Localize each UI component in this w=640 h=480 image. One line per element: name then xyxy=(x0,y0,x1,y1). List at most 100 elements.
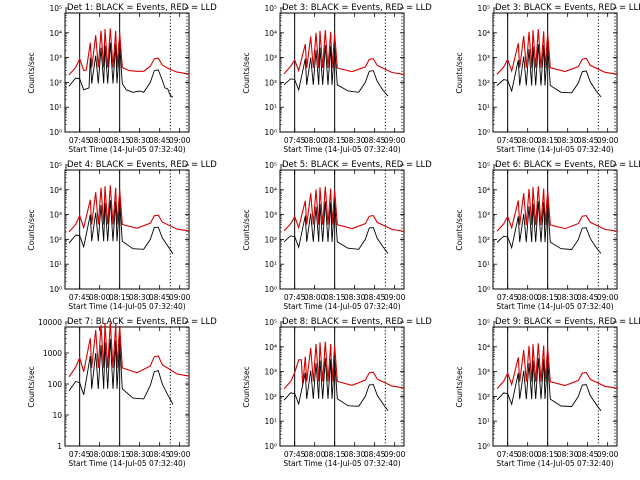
y-tick-label: 10¹ xyxy=(477,260,490,269)
x-axis-label: Start Time (14-Jul-05 07:32:40) xyxy=(68,302,185,311)
chart-panel-8: Det 8: BLACK = Events, RED = LLD 10⁰ 10¹ 10… xyxy=(242,317,432,468)
y-tick-label: 10³ xyxy=(49,211,62,220)
plot-frame xyxy=(279,326,405,447)
x-tick-label: 08:45 xyxy=(149,293,171,302)
x-tick-label: 08:15 xyxy=(324,450,346,459)
y-tick-label: 10⁵ xyxy=(49,4,62,13)
x-tick-label: 08:30 xyxy=(557,136,579,145)
chart-title: Det 5: BLACK = Events, RED = LLD xyxy=(282,160,432,170)
y-tick-label: 10⁰ xyxy=(477,442,490,451)
chart-title: Det 6: BLACK = Events, RED = LLD xyxy=(495,160,640,170)
series-line-events xyxy=(68,42,174,98)
x-tick-label: 07:45 xyxy=(497,136,519,145)
x-tick-label: 08:45 xyxy=(149,136,171,145)
series-line-events xyxy=(68,339,174,405)
y-tick-label: 10¹ xyxy=(477,103,490,112)
x-tick-label: 08:00 xyxy=(304,136,326,145)
y-axis-label: Counts/sec xyxy=(455,366,464,407)
y-tick-label: 10⁵ xyxy=(477,161,490,170)
y-tick-label: 10⁵ xyxy=(264,4,277,13)
y-axis-label: Counts/sec xyxy=(242,52,251,93)
y-tick-label: 10¹ xyxy=(264,260,277,269)
y-tick-label: 10³ xyxy=(477,211,490,220)
y-tick-label: 10¹ xyxy=(49,103,62,112)
series-line-lld xyxy=(496,186,618,232)
x-tick-label: 08:45 xyxy=(364,450,386,459)
plot-frame xyxy=(492,169,618,290)
chart-panel-7: Det 7: BLACK = Events, RED = LLD 1 10 100 10… xyxy=(27,317,217,468)
x-tick-label: 09:00 xyxy=(384,136,406,145)
x-tick-label: 08:00 xyxy=(517,293,539,302)
y-tick-label: 10² xyxy=(477,235,490,244)
x-tick-label: 07:45 xyxy=(284,293,306,302)
y-tick-label: 10¹ xyxy=(264,417,277,426)
y-axis-label: Counts/sec xyxy=(27,52,36,93)
x-tick-label: 08:30 xyxy=(557,450,579,459)
chart-panel-9: Det 9: BLACK = Events, RED = LLD 10⁰ 10¹ 10… xyxy=(455,317,640,468)
y-tick-label: 10⁴ xyxy=(264,29,277,38)
x-tick-label: 09:00 xyxy=(597,450,619,459)
series-line-events xyxy=(283,201,389,254)
x-tick-label: 08:00 xyxy=(304,450,326,459)
x-axis-label: Start Time (14-Jul-05 07:32:40) xyxy=(496,302,613,311)
series-line-lld xyxy=(283,186,405,232)
plot-frame xyxy=(64,169,190,290)
y-tick-label: 10⁰ xyxy=(264,285,277,294)
y-tick-label: 10³ xyxy=(49,54,62,63)
series-line-events xyxy=(283,358,389,412)
x-tick-label: 08:15 xyxy=(109,293,131,302)
chart-title: Det 8: BLACK = Events, RED = LLD xyxy=(282,317,432,327)
y-tick-label: 1000 xyxy=(43,349,62,358)
plot-frame xyxy=(279,12,405,133)
y-tick-label: 10¹ xyxy=(264,103,277,112)
y-axis-label: Counts/sec xyxy=(27,366,36,407)
x-tick-label: 08:30 xyxy=(129,293,151,302)
series-line-events xyxy=(68,200,174,255)
x-tick-label: 08:45 xyxy=(149,450,171,459)
y-tick-label: 10⁴ xyxy=(264,186,277,195)
chart-panel-5: Det 5: BLACK = Events, RED = LLD 10⁰ 10¹ 10… xyxy=(242,160,432,311)
chart-title: Det 4: BLACK = Events, RED = LLD xyxy=(67,160,217,170)
y-tick-label: 10⁴ xyxy=(264,343,277,352)
chart-title: Det 1: BLACK = Events, RED = LLD xyxy=(67,3,217,13)
y-tick-label: 10000 xyxy=(38,318,62,327)
x-axis-label: Start Time (14-Jul-05 07:32:40) xyxy=(496,145,613,154)
series-line-lld xyxy=(496,29,618,75)
plot-frame xyxy=(64,12,190,133)
y-tick-label: 10 xyxy=(52,411,62,420)
x-tick-label: 08:30 xyxy=(557,293,579,302)
x-tick-label: 08:30 xyxy=(344,136,366,145)
x-axis-label: Start Time (14-Jul-05 07:32:40) xyxy=(283,459,400,468)
x-tick-label: 08:15 xyxy=(324,293,346,302)
x-tick-label: 09:00 xyxy=(384,450,406,459)
y-tick-label: 10⁴ xyxy=(49,186,62,195)
y-tick-label: 10⁵ xyxy=(264,161,277,170)
x-tick-label: 08:00 xyxy=(89,136,111,145)
chart-panel-2: Det 3: BLACK = Events, RED = LLD 10⁰ 10¹ 10… xyxy=(242,3,432,154)
x-tick-label: 07:45 xyxy=(284,136,306,145)
x-tick-label: 08:15 xyxy=(109,450,131,459)
series-line-events xyxy=(496,201,602,254)
x-axis-label: Start Time (14-Jul-05 07:32:40) xyxy=(283,302,400,311)
x-tick-label: 08:45 xyxy=(577,293,599,302)
x-axis-label: Start Time (14-Jul-05 07:32:40) xyxy=(283,145,400,154)
y-tick-label: 10⁴ xyxy=(49,29,62,38)
y-tick-label: 10⁰ xyxy=(477,128,490,137)
y-tick-label: 10² xyxy=(477,392,490,401)
y-tick-label: 10⁰ xyxy=(49,285,62,294)
y-tick-label: 10³ xyxy=(264,54,277,63)
chart-panel-6: Det 6: BLACK = Events, RED = LLD 10⁰ 10¹ 10… xyxy=(455,160,640,311)
y-tick-label: 10⁴ xyxy=(477,186,490,195)
y-tick-label: 10⁰ xyxy=(477,285,490,294)
series-line-lld xyxy=(496,343,618,390)
y-tick-label: 10² xyxy=(477,78,490,87)
plot-frame xyxy=(64,326,190,447)
chart-panel-1: Det 1: BLACK = Events, RED = LLD 10⁰ 10¹ 10… xyxy=(27,3,217,154)
y-axis-label: Counts/sec xyxy=(455,209,464,250)
x-tick-label: 08:45 xyxy=(577,136,599,145)
plot-frame xyxy=(492,326,618,447)
y-tick-label: 10² xyxy=(264,78,277,87)
x-tick-label: 08:15 xyxy=(537,450,559,459)
chart-title: Det 3: BLACK = Events, RED = LLD xyxy=(495,3,640,13)
x-tick-label: 07:45 xyxy=(284,450,306,459)
